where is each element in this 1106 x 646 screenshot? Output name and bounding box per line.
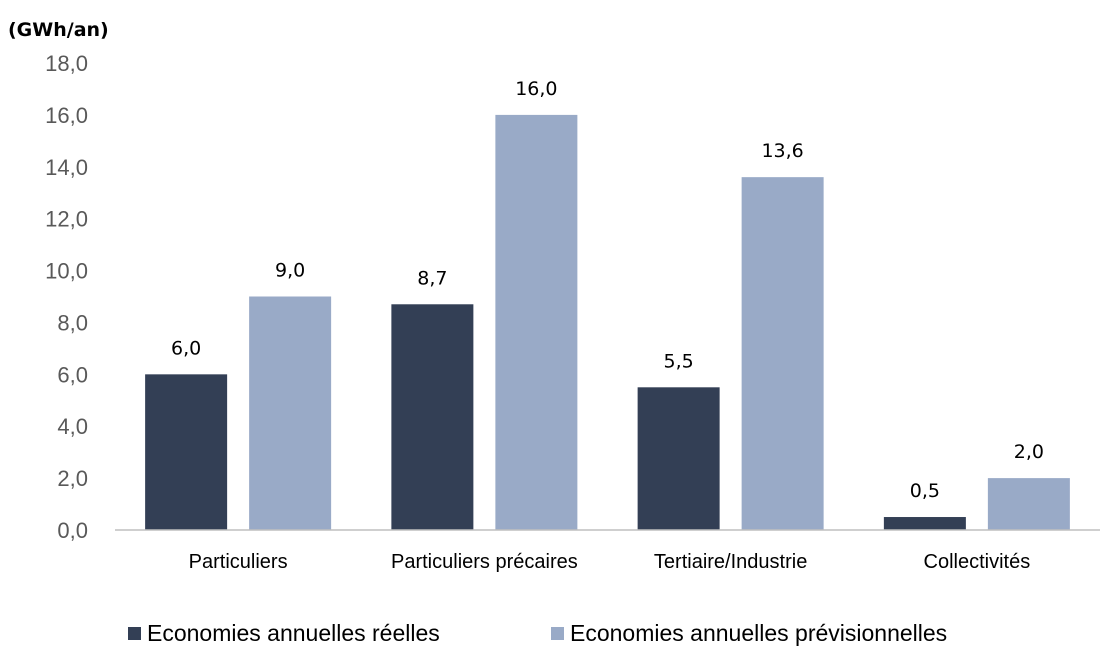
y-tick-label: 16,0 bbox=[45, 103, 88, 128]
bars bbox=[145, 114, 1070, 530]
data-label: 8,7 bbox=[417, 267, 447, 289]
legend: Economies annuelles réelles Economies ann… bbox=[128, 620, 947, 646]
bar bbox=[741, 177, 824, 530]
y-tick-label: 2,0 bbox=[57, 466, 88, 491]
y-tick-label: 10,0 bbox=[45, 259, 88, 284]
bar bbox=[391, 304, 474, 530]
x-tick-label: Tertiaire/Industrie bbox=[654, 551, 807, 573]
data-label: 13,6 bbox=[761, 140, 803, 162]
y-tick-label: 18,0 bbox=[45, 51, 88, 76]
y-tick-label: 12,0 bbox=[45, 207, 88, 232]
data-label: 5,5 bbox=[664, 350, 694, 372]
y-axis-ticks: 0,0 2,0 4,0 6,0 8,0 10,0 12,0 14,0 16,0 18,0 bbox=[45, 51, 88, 543]
data-label: 6,0 bbox=[171, 337, 201, 359]
data-labels: 6,0 9,0 8,7 16,0 5,5 13,6 0,5 2,0 bbox=[171, 78, 1044, 502]
bar bbox=[249, 296, 332, 530]
bar bbox=[883, 517, 966, 530]
bar bbox=[637, 387, 720, 530]
data-label: 0,5 bbox=[910, 480, 940, 502]
data-label: 16,0 bbox=[515, 78, 557, 100]
data-label: 9,0 bbox=[275, 260, 305, 282]
x-tick-label: Particuliers bbox=[189, 551, 288, 573]
legend-swatch bbox=[128, 627, 141, 640]
y-tick-label: 6,0 bbox=[57, 362, 88, 387]
data-label: 2,0 bbox=[1014, 441, 1044, 463]
y-tick-label: 0,0 bbox=[57, 518, 88, 543]
y-tick-label: 8,0 bbox=[57, 310, 88, 335]
x-axis-ticks: Particuliers Particuliers précaires Tertia… bbox=[189, 551, 1031, 573]
legend-swatch bbox=[551, 627, 564, 640]
x-tick-label: Particuliers précaires bbox=[391, 551, 578, 573]
legend-label: Economies annuelles réelles bbox=[147, 620, 440, 646]
y-tick-label: 14,0 bbox=[45, 155, 88, 180]
bar bbox=[987, 478, 1070, 530]
bar bbox=[145, 374, 228, 530]
bar bbox=[495, 114, 578, 530]
y-unit-label: (GWh/an) bbox=[8, 19, 109, 41]
x-tick-label: Collectivités bbox=[924, 551, 1031, 573]
legend-label: Economies annuelles prévisionnelles bbox=[570, 620, 947, 646]
y-tick-label: 4,0 bbox=[57, 414, 88, 439]
